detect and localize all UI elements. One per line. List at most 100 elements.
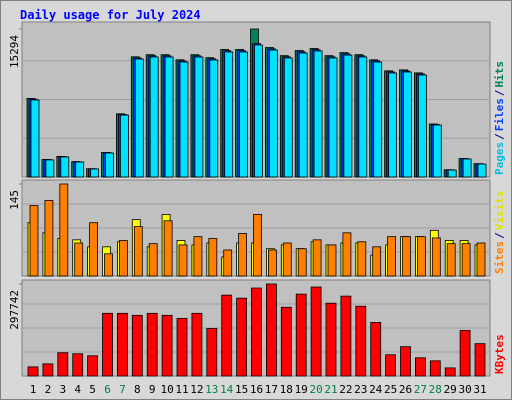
bar (102, 312, 113, 377)
y-tick-label: 15294 (8, 35, 21, 68)
bar (253, 214, 262, 277)
y-tick-label: 297742 (8, 290, 21, 330)
bar (133, 226, 143, 277)
bar (104, 253, 113, 277)
x-tick-label: 26 (399, 383, 412, 396)
bar (267, 249, 277, 277)
legend-entry: Files (493, 98, 506, 131)
legend-entry: Hits (493, 61, 506, 88)
bar (29, 205, 39, 277)
x-tick-label: 21 (324, 383, 337, 396)
x-tick-label: 11 (175, 383, 188, 396)
bar (313, 50, 323, 178)
bar (431, 237, 441, 277)
x-tick-label: 8 (134, 383, 141, 396)
bar (45, 159, 55, 178)
legend: KBytes (493, 334, 506, 374)
bar (223, 249, 233, 277)
x-tick-label: 10 (160, 383, 173, 396)
legend: Sites /Visits (493, 191, 506, 275)
bar (343, 54, 353, 178)
bar (444, 367, 456, 377)
legend-separator: / (493, 89, 506, 96)
legend: Pages/Files/Hits (493, 61, 506, 175)
bar (340, 295, 352, 377)
bar (44, 200, 54, 277)
bar (120, 114, 129, 178)
bar (283, 57, 293, 178)
bar (146, 312, 158, 377)
x-tick-label: 20 (309, 383, 322, 396)
bar (193, 236, 203, 277)
bar (131, 314, 143, 377)
bar (176, 317, 188, 377)
legend-entry: Visits (493, 191, 506, 231)
bar (178, 244, 188, 277)
x-tick-label: 3 (59, 383, 66, 396)
bar (355, 305, 367, 377)
bar (236, 297, 248, 377)
bar (206, 328, 218, 377)
bar (74, 242, 84, 277)
bar (295, 293, 307, 377)
x-tick-label: 5 (89, 383, 96, 396)
bar (297, 248, 307, 277)
bar (446, 243, 456, 277)
bar (432, 124, 442, 178)
x-tick-label: 24 (369, 383, 383, 396)
bar (72, 353, 84, 377)
bar (221, 294, 233, 377)
legend-separator: / (493, 232, 506, 239)
bar (251, 287, 262, 377)
bar (164, 56, 174, 178)
bar (27, 366, 39, 377)
x-tick-label: 9 (149, 383, 156, 396)
bar (75, 161, 85, 178)
bar (119, 240, 128, 277)
bar (87, 355, 98, 377)
x-tick-label: 30 (458, 383, 471, 396)
bar (194, 56, 204, 178)
bar (149, 56, 159, 178)
x-tick-label: 7 (119, 383, 126, 396)
bar (161, 314, 173, 377)
bar (370, 322, 382, 377)
bar (312, 239, 322, 277)
y-tick-label: 145 (8, 190, 21, 210)
x-tick-label: 14 (220, 383, 234, 396)
bar (461, 243, 471, 277)
x-tick-label: 1 (30, 383, 37, 396)
x-tick-label: 12 (190, 383, 203, 396)
bar (268, 49, 278, 178)
bar (191, 312, 203, 377)
legend-separator: / (493, 133, 506, 140)
bar (447, 169, 457, 178)
bar (117, 312, 128, 377)
bar (416, 236, 426, 277)
bar (387, 236, 397, 277)
legend-entry: Pages (493, 142, 506, 175)
bar (105, 152, 114, 178)
bar (179, 61, 189, 178)
x-tick-label: 2 (45, 383, 52, 396)
bar (429, 360, 441, 377)
bar (254, 44, 263, 178)
bar (474, 343, 486, 377)
bar (282, 242, 292, 277)
bar (265, 283, 277, 377)
bar (327, 244, 337, 277)
bar (60, 156, 70, 178)
x-tick-label: 19 (295, 383, 308, 396)
bar (476, 242, 486, 277)
x-tick-label: 6 (104, 383, 111, 396)
bar (90, 168, 99, 178)
bar (280, 306, 292, 377)
bar (325, 302, 337, 377)
bar (414, 357, 426, 377)
x-tick-label: 27 (414, 383, 427, 396)
bar (459, 330, 471, 377)
bar (310, 286, 322, 377)
bar (417, 74, 427, 178)
bar (59, 183, 69, 277)
